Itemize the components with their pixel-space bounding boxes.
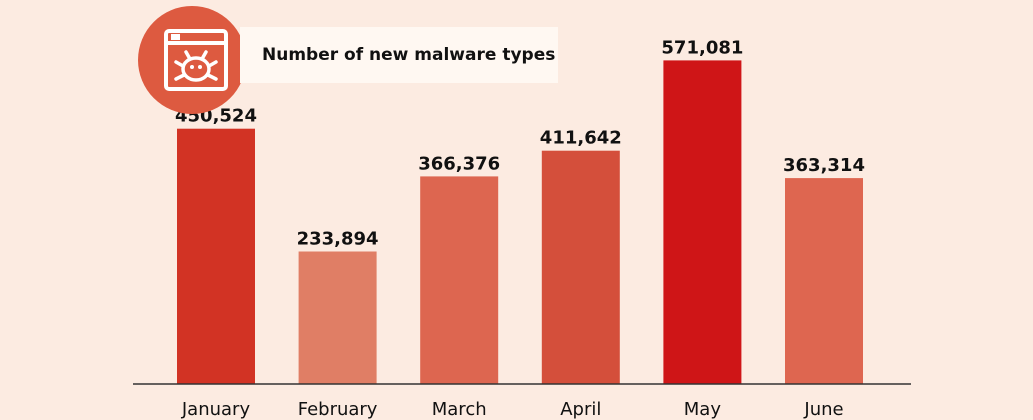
chart-title: Number of new malware types (262, 45, 556, 65)
value-label-june: 363,314 (783, 155, 865, 176)
bar-may (663, 60, 742, 385)
bar-june (785, 178, 863, 384)
value-label-february: 233,894 (297, 229, 379, 250)
malware-bug-icon (138, 6, 246, 114)
value-label-march: 366,376 (418, 153, 500, 174)
category-label-may: May (684, 399, 722, 420)
bar-march (420, 176, 499, 384)
category-label-february: February (298, 399, 378, 420)
category-label-january: January (181, 399, 251, 420)
category-label-march: March (432, 399, 487, 420)
value-label-may: 571,081 (661, 37, 743, 58)
bar-april (541, 150, 620, 384)
chart-title-box: Number of new malware types (240, 27, 558, 83)
category-label-april: April (560, 399, 601, 420)
bar-february (298, 251, 377, 384)
category-label-june: June (803, 399, 843, 420)
bar-january (177, 128, 255, 384)
value-label-april: 411,642 (540, 128, 622, 149)
